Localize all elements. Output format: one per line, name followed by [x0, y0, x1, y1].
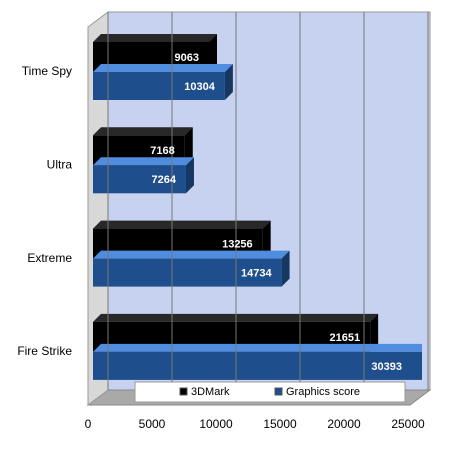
value-label: 7168	[150, 145, 174, 157]
legend-box	[134, 381, 406, 403]
y-tick-label: Extreme	[27, 251, 72, 265]
bar-top	[93, 220, 271, 229]
x-tick-label: 20000	[327, 417, 361, 431]
bar-side	[281, 250, 290, 287]
value-label: 13256	[222, 239, 253, 251]
bar-top	[93, 127, 193, 136]
bar-top	[93, 157, 194, 166]
x-tick-label: 0	[85, 417, 92, 431]
legend-swatch	[179, 387, 188, 396]
bar-side	[262, 220, 271, 259]
y-tick-label: Fire Strike	[17, 344, 72, 358]
bar-top	[93, 64, 233, 72]
legend-swatch	[274, 387, 283, 396]
bar	[93, 72, 225, 100]
value-label: 21651	[330, 332, 361, 344]
x-tick-label: 25000	[391, 417, 425, 431]
legend-label: Graphics score	[286, 386, 360, 398]
x-tick-label: 10000	[199, 417, 233, 431]
bar-side	[370, 313, 379, 352]
x-tick-label: 5000	[139, 417, 166, 431]
bar-side	[209, 34, 218, 72]
value-label: 10304	[184, 81, 215, 93]
bar-top	[93, 343, 422, 352]
y-tick-label: Ultra	[47, 157, 73, 171]
x-tick-label: 15000	[263, 417, 297, 431]
value-label: 30393	[371, 361, 402, 373]
bar	[93, 351, 422, 380]
value-label: 7264	[151, 174, 176, 186]
value-label: 14734	[241, 268, 272, 280]
bar-top	[93, 34, 218, 42]
bar	[93, 258, 282, 287]
legend-label: 3DMark	[191, 386, 230, 398]
bar-side	[185, 157, 194, 194]
bar-top	[93, 250, 290, 259]
value-label: 9063	[175, 52, 199, 64]
bar-side	[184, 127, 193, 166]
y-tick-label: Time Spy	[22, 64, 72, 78]
bar-side	[224, 64, 233, 100]
